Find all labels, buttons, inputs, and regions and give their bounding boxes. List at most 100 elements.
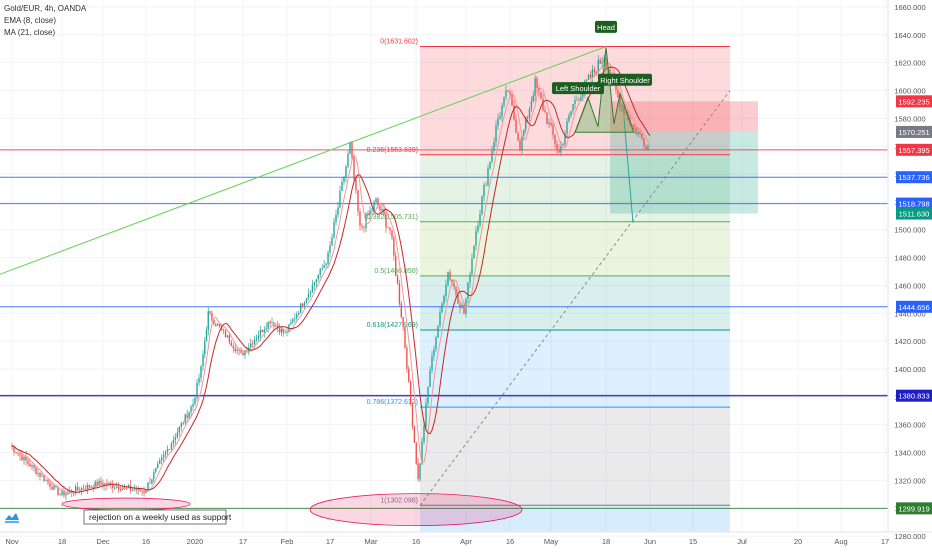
candle-body — [164, 451, 167, 455]
candle-body — [323, 265, 325, 268]
candle-body — [499, 116, 501, 119]
time-axis[interactable]: Nov 18 Dec 16 2020 17 Feb 17 Mar 16 Apr 16 May 18 Jun 1… — [0, 531, 932, 546]
support-ellipse-right[interactable] — [309, 493, 523, 527]
candle-body — [437, 326, 439, 338]
price-level-badge[interactable] — [896, 95, 932, 108]
price-tick-label: 1580.000 — [894, 114, 925, 123]
price-level-badge[interactable] — [896, 143, 932, 156]
price-level-badge[interactable] — [896, 125, 932, 138]
resistance-trendline[interactable] — [0, 46, 607, 275]
candle-body — [556, 144, 558, 150]
take-profit-zone[interactable] — [610, 131, 758, 214]
candle-body — [335, 214, 337, 223]
candle-body — [244, 350, 246, 356]
left-shoulder-label-box[interactable] — [552, 82, 604, 95]
candle-body — [257, 335, 260, 339]
fib-level-label: 0.382(1505.731) — [367, 214, 418, 221]
candle-body — [377, 198, 379, 206]
candle-body — [485, 184, 487, 186]
candle-body — [188, 411, 190, 418]
candle-body — [597, 59, 599, 74]
fib-zone — [420, 154, 730, 222]
candle-body — [253, 339, 256, 345]
grid-layer — [0, 0, 888, 537]
candle-body — [267, 321, 269, 329]
candle-body — [240, 350, 242, 353]
candle-body — [396, 275, 399, 284]
price-level-badge[interactable] — [896, 300, 932, 313]
candle-body — [525, 116, 527, 130]
candle-body — [457, 294, 459, 304]
price-tick-label: 1620.000 — [894, 59, 925, 68]
fib-level-label: 0.618(1427.969) — [367, 322, 418, 329]
candle-body — [153, 472, 155, 480]
candle-body — [371, 210, 373, 212]
fib-zone — [420, 407, 730, 506]
candle-body — [168, 449, 171, 450]
candle-body — [491, 150, 493, 162]
candle-body — [425, 403, 427, 427]
candle-body — [505, 90, 507, 97]
price-tick-label: 1500.000 — [894, 226, 925, 235]
price-level-badge[interactable] — [896, 389, 932, 402]
candle-body — [96, 481, 98, 487]
support-ellipse-left[interactable] — [61, 497, 191, 511]
candle-body — [45, 480, 47, 482]
candle-body — [98, 481, 100, 487]
candle-body — [351, 142, 353, 158]
candle-body — [615, 81, 617, 91]
candle-body — [170, 443, 173, 450]
ema-indicator-label[interactable]: EMA (8, close) — [4, 16, 57, 25]
candle-body — [515, 119, 517, 133]
head-label-box[interactable] — [595, 20, 617, 33]
note-box[interactable] — [83, 509, 227, 525]
candle-body — [473, 245, 475, 259]
price-level-badge[interactable] — [896, 207, 932, 220]
candle-body — [263, 329, 265, 333]
annotations[interactable]: rejection on a weekly used as support — [61, 493, 523, 527]
projection-line[interactable] — [623, 118, 634, 223]
price-tick-label: 1280.000 — [894, 532, 925, 541]
candle-body — [463, 305, 465, 314]
price-axis[interactable]: 1280.0001300.0001320.0001340.0001360.000… — [887, 0, 932, 541]
candle-body — [576, 99, 578, 101]
candle-body — [325, 263, 327, 266]
candle-body — [224, 330, 227, 338]
candle-body — [455, 287, 457, 295]
candle-body — [395, 255, 397, 276]
price-level-badge[interactable] — [896, 502, 932, 515]
candle-body — [566, 121, 568, 134]
candle-body — [599, 59, 601, 64]
time-tick-label: 2020 — [187, 537, 204, 546]
candle-body — [100, 481, 102, 484]
candle-body — [534, 78, 536, 96]
candle-body — [385, 215, 387, 228]
candle-body — [11, 445, 13, 448]
candle-body — [157, 463, 159, 468]
time-tick-label: 20 — [794, 537, 802, 546]
time-tick-label: 16 — [412, 537, 420, 546]
trend-lines[interactable] — [0, 46, 731, 506]
ma-indicator-label[interactable]: MA (21, close) — [4, 28, 56, 37]
candle-body — [493, 141, 495, 151]
price-level-badge[interactable] — [896, 197, 932, 210]
candle-body — [207, 311, 209, 330]
candle-body — [234, 348, 236, 352]
candle-body — [530, 101, 533, 109]
right-shoulder-label-box[interactable] — [598, 73, 652, 86]
candle-body — [439, 312, 441, 327]
candle-body — [250, 343, 252, 348]
price-level-badge[interactable] — [896, 171, 932, 184]
tradingview-logo-icon[interactable] — [4, 510, 20, 524]
candle-body — [481, 196, 483, 215]
fib-zone — [420, 505, 730, 532]
symbol-title: Gold/EUR, 4h, OANDA — [4, 4, 87, 13]
ma-line — [11, 66, 651, 493]
support-trendline[interactable] — [419, 90, 731, 506]
horizontal-levels[interactable] — [0, 149, 888, 509]
time-tick-label: Aug — [834, 537, 847, 546]
candle-body — [25, 456, 27, 461]
candle-body — [321, 267, 323, 269]
